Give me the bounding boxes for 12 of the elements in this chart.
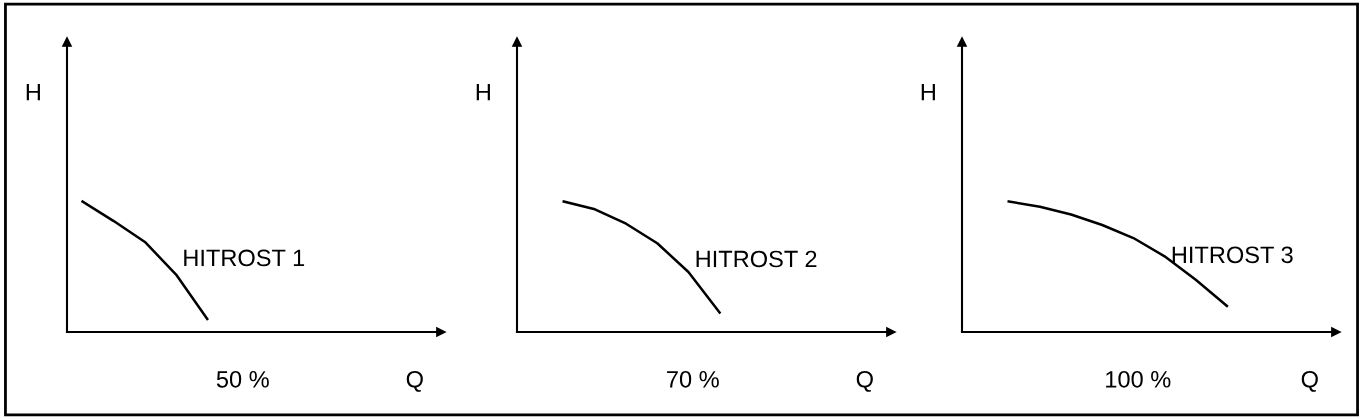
text: 100 %	[1106, 370, 1171, 388]
y-axis-title: H	[26, 84, 40, 101]
series-label: HITROST 2	[696, 250, 817, 268]
series-label: HITROST 3	[1172, 246, 1293, 264]
series-label: HITROST 1	[184, 249, 305, 267]
x-axis-title: Q	[856, 370, 873, 392]
text: 70 %	[667, 370, 719, 388]
y-axis-title: H	[921, 84, 935, 101]
y-axis-title: H	[476, 84, 490, 101]
x-axis-title: Q	[1301, 370, 1318, 392]
x-axis-title: Q	[406, 370, 423, 392]
text: 50 %	[216, 370, 269, 388]
